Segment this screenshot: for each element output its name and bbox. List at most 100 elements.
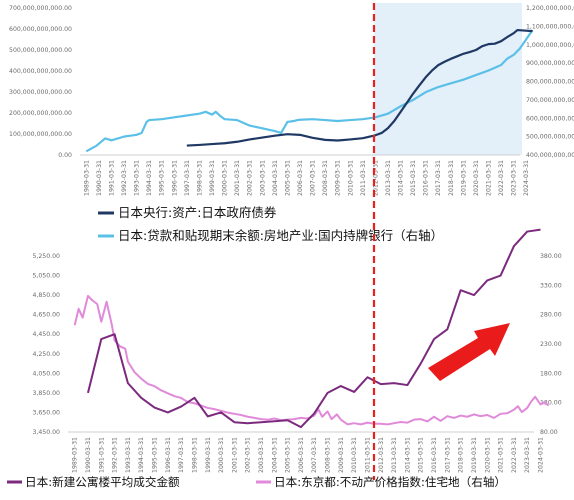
top-left-tick-label: 0.00 xyxy=(58,152,72,159)
bot-x-tick-label: 1994-03-31 xyxy=(138,437,145,473)
top-left-tick-label: 400,000,000,000.00 xyxy=(9,68,72,75)
top-x-tick-label: 2003-03-31 xyxy=(259,160,266,196)
bot-left-tick-label: 4,050.00 xyxy=(32,370,60,377)
bot-x-tick-label: 2015-03-31 xyxy=(418,437,425,473)
bot-x-tick-label: 2008-03-31 xyxy=(325,437,332,473)
series-line-new-condo-avg-price xyxy=(86,228,541,429)
top-x-tick-label: 2015-03-31 xyxy=(410,160,417,196)
legend-label-new-condo-avg-price: 日本:新建公寓楼平均成交金额 xyxy=(25,475,180,489)
top-x-tick-label: 1999-03-31 xyxy=(209,160,216,196)
bot-x-tick-label: 2005-03-31 xyxy=(285,437,292,473)
bot-x-tick-label: 2000-03-31 xyxy=(218,437,225,473)
top-x-tick-label: 1992-03-31 xyxy=(121,160,128,196)
top-x-tick-label: 2018-03-31 xyxy=(448,160,455,196)
top-x-tick-label: 2000-03-31 xyxy=(222,160,229,196)
top-x-tick-label: 2008-03-31 xyxy=(322,160,329,196)
top-right-tick-label: 600,000,000,000.00 xyxy=(526,115,574,122)
top-x-tick-label: 2016-03-31 xyxy=(423,160,430,196)
bot-x-tick-label: 2012-03-31 xyxy=(378,437,385,473)
bottom-chart: 3,450.00 3,650.00 3,850.00 4,050.00 4,250.00… xyxy=(32,228,562,473)
top-x-tick-label: 2011-03-31 xyxy=(360,160,367,196)
bot-left-tick-label: 4,850.00 xyxy=(32,292,60,299)
bottom-left-axis: 3,450.00 3,650.00 3,850.00 4,050.00 4,250.00… xyxy=(32,253,60,436)
legend-label-real-estate-loans: 日本:贷款和贴现期末余额:房地产业:国内持牌银行（右轴） xyxy=(118,228,443,243)
series-line-tokyo-residential-land-index xyxy=(73,294,550,426)
top-x-tick-label: 2002-03-31 xyxy=(247,160,254,196)
top-legend: 日本央行:资产:日本政府债券 日本:贷款和贴现期末余额:房地产业:国内持牌银行（… xyxy=(98,205,443,243)
top-chart: 0.00 100,000,000,000.00 200,000,000,000.00… xyxy=(9,3,574,196)
bottom-right-axis: 80.00 130.00 180.00 230.00 280.00 330.00 380.0… xyxy=(540,253,562,436)
top-x-tick-label: 1990-03-31 xyxy=(96,160,103,196)
bot-x-tick-label: 2023-03-31 xyxy=(524,437,531,473)
bot-x-tick-label: 2010-03-31 xyxy=(351,437,358,473)
bottom-legend: 日本:新建公寓楼平均成交金额 日本:东京都:不动产价格指数:住宅地（右轴） xyxy=(7,475,506,489)
bot-left-tick-label: 4,650.00 xyxy=(32,312,60,319)
bottom-x-axis: 1989-03-31 1990-03-31 1991-03-31 1992-03-31… xyxy=(72,437,545,473)
top-x-tick-label: 2004-03-31 xyxy=(272,160,279,196)
bot-x-tick-label: 1997-03-31 xyxy=(178,437,185,473)
bot-x-tick-label: 1999-03-31 xyxy=(205,437,212,473)
top-x-tick-label: 2013-03-31 xyxy=(385,160,392,196)
top-x-tick-label: 2020-03-31 xyxy=(473,160,480,196)
bot-left-tick-label: 5,050.00 xyxy=(32,273,60,280)
bot-x-tick-label: 1996-03-31 xyxy=(165,437,172,473)
bot-x-tick-label: 2019-03-31 xyxy=(471,437,478,473)
top-x-tick-label: 2001-03-31 xyxy=(234,160,241,196)
top-x-tick-label: 1994-03-31 xyxy=(146,160,153,196)
top-x-tick-label: 2014-03-31 xyxy=(398,160,405,196)
top-x-tick-label: 1993-03-31 xyxy=(134,160,141,196)
bot-x-tick-label: 2024-03-31 xyxy=(538,437,545,473)
top-x-tick-label: 2021-03-31 xyxy=(486,160,493,196)
bot-left-tick-label: 3,850.00 xyxy=(32,390,60,397)
top-left-axis: 0.00 100,000,000,000.00 200,000,000,000.00… xyxy=(9,5,72,159)
top-right-tick-label: 800,000,000,000.00 xyxy=(526,79,574,86)
top-left-tick-label: 100,000,000,000.00 xyxy=(9,131,72,138)
bot-x-tick-label: 1995-03-31 xyxy=(152,437,159,473)
legend-label-boj-jgb: 日本央行:资产:日本政府债券 xyxy=(118,205,277,220)
bot-right-tick-label: 180.00 xyxy=(540,370,562,377)
bot-x-tick-label: 2013-03-31 xyxy=(391,437,398,473)
top-x-tick-label: 1991-03-31 xyxy=(108,160,115,196)
top-left-tick-label: 500,000,000,000.00 xyxy=(9,47,72,54)
bot-x-tick-label: 1990-03-31 xyxy=(85,437,92,473)
top-right-axis: 400,000,000,000.00 500,000,000,000.00 600,… xyxy=(526,5,574,159)
top-x-tick-label: 2009-03-31 xyxy=(335,160,342,196)
bot-x-tick-label: 1998-03-31 xyxy=(191,437,198,473)
top-right-tick-label: 500,000,000,000.00 xyxy=(526,134,574,141)
top-left-tick-label: 300,000,000,000.00 xyxy=(9,89,72,96)
top-x-tick-label: 2012-03-31 xyxy=(372,160,379,196)
bot-right-tick-label: 380.00 xyxy=(540,253,562,260)
top-right-tick-label: 400,000,000,000.00 xyxy=(526,152,574,159)
bot-x-tick-label: 2009-03-31 xyxy=(338,437,345,473)
top-x-tick-label: 1996-03-31 xyxy=(171,160,178,196)
bot-x-tick-label: 2020-03-31 xyxy=(484,437,491,473)
top-x-tick-label: 2023-03-31 xyxy=(511,160,518,196)
top-left-tick-label: 700,000,000,000.00 xyxy=(9,5,72,12)
bot-left-tick-label: 5,250.00 xyxy=(32,253,60,260)
bot-x-tick-label: 2002-03-31 xyxy=(245,437,252,473)
bot-right-tick-label: 330.00 xyxy=(540,282,562,289)
top-x-tick-label: 2024-03-31 xyxy=(523,160,530,196)
top-x-tick-label: 2005-03-31 xyxy=(284,160,291,196)
bot-right-tick-label: 130.00 xyxy=(540,400,562,407)
top-x-tick-label: 2006-03-31 xyxy=(297,160,304,196)
top-right-tick-label: 1,100,000,000,000.00 xyxy=(526,23,574,30)
bot-x-tick-label: 1989-03-31 xyxy=(72,437,79,473)
top-x-tick-label: 2019-03-31 xyxy=(460,160,467,196)
top-x-tick-label: 1997-03-31 xyxy=(184,160,191,196)
bot-right-tick-label: 80.00 xyxy=(540,429,558,436)
bot-x-tick-label: 2001-03-31 xyxy=(231,437,238,473)
bot-left-tick-label: 3,450.00 xyxy=(32,429,60,436)
bot-left-tick-label: 4,450.00 xyxy=(32,331,60,338)
bot-left-tick-label: 3,650.00 xyxy=(32,409,60,416)
top-highlight-region xyxy=(374,3,522,155)
legend-label-tokyo-land-index: 日本:东京都:不动产价格指数:住宅地（右轴） xyxy=(274,475,506,489)
bot-x-tick-label: 2017-03-31 xyxy=(444,437,451,473)
bot-x-tick-label: 2011-03-31 xyxy=(364,437,371,473)
top-x-tick-label: 2010-03-31 xyxy=(347,160,354,196)
top-left-tick-label: 200,000,000,000.00 xyxy=(9,110,72,117)
top-left-tick-label: 600,000,000,000.00 xyxy=(9,26,72,33)
top-x-tick-label: 1998-03-31 xyxy=(196,160,203,196)
top-x-axis: 1989-03-31 1990-03-31 1991-03-31 1992-03-31… xyxy=(83,160,530,196)
